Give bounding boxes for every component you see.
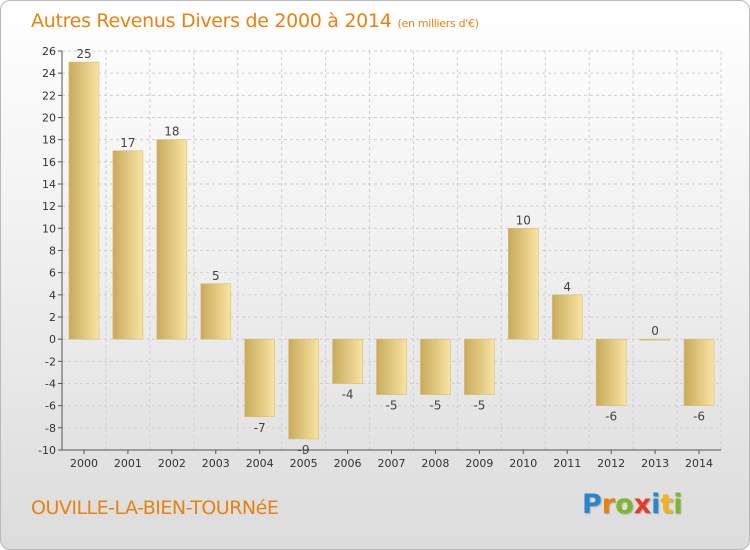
y-tick-label: 6: [49, 267, 56, 280]
bar: [200, 283, 232, 340]
bar: [332, 338, 363, 384]
y-tick-label: 18: [42, 134, 56, 147]
bar: [639, 338, 671, 341]
y-tick-label: -2: [45, 355, 56, 368]
x-tick-label: 2010: [509, 457, 537, 470]
x-tick-label: 2014: [685, 457, 713, 470]
logo-letter: i: [651, 489, 661, 520]
logo-letter: P: [582, 489, 602, 520]
bar: [595, 338, 627, 406]
y-tick-label: 26: [42, 45, 56, 58]
bar: [683, 338, 715, 406]
data-label: -7: [254, 421, 266, 435]
y-tick-label: 20: [42, 112, 56, 125]
y-tick-label: 24: [42, 67, 56, 80]
y-tick-label: -6: [45, 400, 56, 413]
data-label: 18: [164, 125, 179, 139]
logo-letter: o: [615, 489, 634, 520]
bar: [420, 338, 451, 395]
y-tick-label: 4: [49, 289, 56, 302]
x-tick-label: 2012: [597, 457, 625, 470]
x-tick-label: 2013: [641, 457, 669, 470]
data-label: 5: [212, 269, 220, 283]
bar: [156, 139, 188, 340]
x-tick-label: 2001: [114, 457, 142, 470]
y-tick-label: 0: [49, 333, 56, 346]
y-tick-label: -8: [45, 422, 56, 435]
y-tick-label: 12: [42, 200, 56, 213]
data-label: -5: [386, 399, 398, 413]
x-tick-label: 2011: [553, 457, 581, 470]
bar: [376, 338, 407, 395]
chart-unit: (en milliers d'€): [397, 17, 479, 30]
logo-letter: t: [660, 489, 674, 520]
x-tick-label: 2005: [290, 457, 318, 470]
data-label: 4: [563, 280, 571, 294]
data-label: 25: [76, 47, 91, 61]
x-tick-label: 2009: [465, 457, 493, 470]
y-tick-label: 2: [49, 311, 56, 324]
x-tick-label: 2008: [421, 457, 449, 470]
y-tick-label: 14: [42, 178, 56, 191]
chart-title: Autres Revenus Divers de 2000 à 2014 (en …: [31, 10, 479, 32]
data-label: -9: [298, 443, 310, 457]
data-label: -5: [473, 399, 485, 413]
x-tick-label: 2007: [378, 457, 406, 470]
y-tick-label: 10: [42, 222, 56, 235]
bar: [551, 294, 583, 340]
logo-letter: x: [633, 489, 652, 520]
x-tick-label: 2003: [202, 457, 230, 470]
bar: [507, 228, 539, 340]
data-labels: 25 17 18 5 -7 -9 -4 -5 -5 -5 10 4 -6 0 -6: [76, 47, 705, 457]
x-tick-label: 2004: [246, 457, 274, 470]
bar: [464, 338, 495, 395]
bar: [68, 61, 100, 340]
bar: [288, 338, 319, 440]
logo-letter: r: [601, 489, 616, 520]
bar: [244, 338, 275, 418]
y-tick-label: -4: [45, 378, 56, 391]
y-tick-label: 16: [42, 156, 56, 169]
data-label: -6: [693, 410, 705, 424]
data-label: -6: [605, 410, 617, 424]
proxiti-logo[interactable]: Proxiti: [582, 489, 683, 520]
data-label: 17: [120, 136, 135, 150]
y-tick-label: -10: [38, 444, 56, 457]
logo-letter: i: [673, 489, 683, 520]
x-tick-label: 2002: [158, 457, 186, 470]
data-label: 10: [516, 213, 531, 227]
x-tick-label: 2006: [334, 457, 362, 470]
x-tick-label: 2000: [70, 457, 98, 470]
y-tick-label: 8: [49, 245, 56, 258]
data-label: 0: [651, 324, 659, 338]
bars: [68, 61, 715, 440]
bar: [112, 150, 144, 340]
data-label: -5: [429, 399, 441, 413]
y-tick-label: 22: [42, 89, 56, 102]
data-label: -4: [342, 388, 354, 402]
chart-title-text: Autres Revenus Divers de 2000 à 2014: [31, 10, 392, 32]
commune-name: OUVILLE-LA-BIEN-TOURNéE: [31, 497, 279, 519]
